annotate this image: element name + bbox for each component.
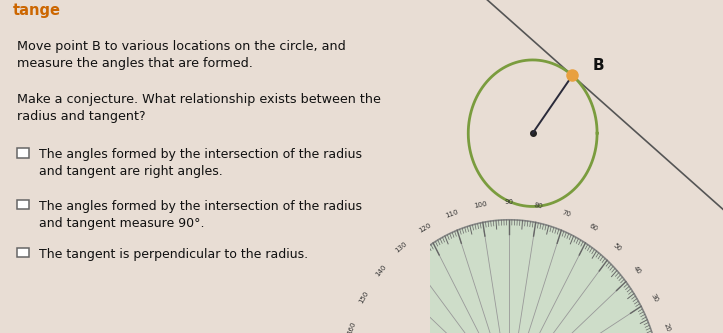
Text: 80: 80 bbox=[534, 201, 543, 209]
Text: 50: 50 bbox=[612, 242, 623, 252]
Text: 30: 30 bbox=[649, 292, 659, 303]
Bar bbox=[17, 200, 29, 209]
Text: 160: 160 bbox=[347, 320, 357, 333]
Text: Move point B to various locations on the circle, and
measure the angles that are: Move point B to various locations on the… bbox=[17, 40, 346, 70]
Text: 120: 120 bbox=[418, 222, 433, 234]
Text: tange: tange bbox=[13, 3, 61, 18]
Polygon shape bbox=[357, 220, 662, 333]
Text: The tangent is perpendicular to the radius.: The tangent is perpendicular to the radi… bbox=[39, 248, 308, 261]
Text: 20: 20 bbox=[662, 323, 671, 333]
Text: 110: 110 bbox=[445, 209, 459, 219]
Text: The angles formed by the intersection of the radius
and tangent are right angles: The angles formed by the intersection of… bbox=[39, 148, 362, 178]
Text: 70: 70 bbox=[561, 209, 572, 218]
Text: 40: 40 bbox=[633, 265, 643, 276]
Text: The angles formed by the intersection of the radius
and tangent measure 90°.: The angles formed by the intersection of… bbox=[39, 200, 362, 230]
Text: 140: 140 bbox=[375, 263, 388, 278]
Text: 90: 90 bbox=[505, 199, 514, 205]
Text: 130: 130 bbox=[395, 240, 408, 254]
Text: B: B bbox=[593, 58, 604, 73]
Bar bbox=[17, 148, 29, 158]
Bar bbox=[17, 248, 29, 257]
Text: 60: 60 bbox=[588, 223, 599, 233]
Text: 150: 150 bbox=[359, 290, 370, 305]
Text: 100: 100 bbox=[473, 201, 487, 209]
Text: Make a conjecture. What relationship exists between the
radius and tangent?: Make a conjecture. What relationship exi… bbox=[17, 93, 381, 123]
